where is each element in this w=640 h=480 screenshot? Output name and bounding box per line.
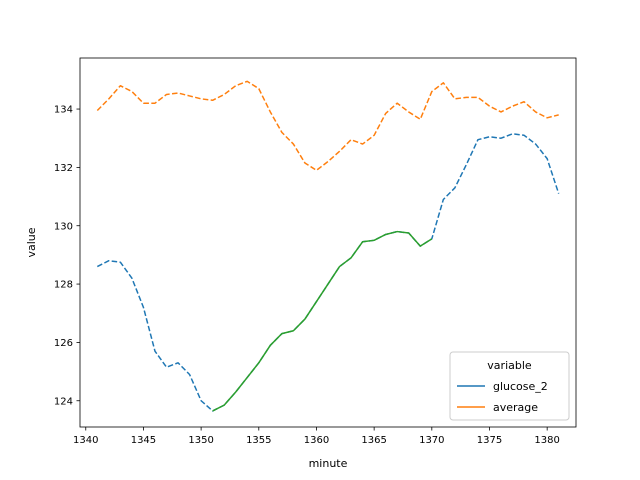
plot-frame <box>79 57 577 428</box>
x-tick-label: 1345 <box>131 435 156 446</box>
series-line-highlight-2 <box>212 230 433 412</box>
series-line-average <box>96 80 559 172</box>
y-tick-label: 134 <box>54 105 73 116</box>
y-tick-label: 124 <box>54 396 73 407</box>
legend-label-average: average <box>493 401 538 414</box>
legend-box <box>449 351 570 421</box>
y-tick-label: 126 <box>54 338 73 349</box>
x-tick-label: 1375 <box>477 435 502 446</box>
x-tick-label: 1365 <box>361 435 386 446</box>
x-axis: 1340 1345 1350 1355 1360 1365 1370 1375 1380 <box>73 427 560 446</box>
y-axis: 124 126 128 130 132 134 <box>54 105 80 407</box>
y-tick-label: 128 <box>54 280 73 291</box>
y-tick-label: 130 <box>54 221 73 232</box>
x-tick-label: 1355 <box>246 435 271 446</box>
y-tick-label: 132 <box>54 163 73 174</box>
legend: variable glucose_2 average <box>449 351 570 421</box>
legend-title: variable <box>487 359 532 372</box>
x-tick-label: 1340 <box>73 435 98 446</box>
y-axis-label: value <box>25 227 38 257</box>
x-axis-label: minute <box>309 457 348 470</box>
x-tick-label: 1360 <box>304 435 329 446</box>
legend-label-glucose-2: glucose_2 <box>493 380 548 393</box>
x-tick-label: 1380 <box>534 435 559 446</box>
x-tick-label: 1350 <box>188 435 213 446</box>
series-layer <box>96 80 560 412</box>
x-tick-label: 1370 <box>419 435 444 446</box>
